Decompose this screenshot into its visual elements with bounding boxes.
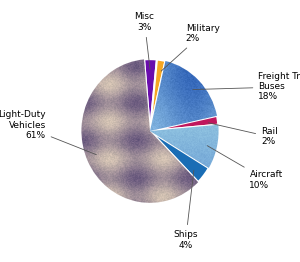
Text: Rail
2%: Rail 2% <box>208 123 278 146</box>
Wedge shape <box>81 59 198 203</box>
Text: Ships
4%: Ships 4% <box>173 170 198 250</box>
Text: Aircraft
10%: Aircraft 10% <box>207 146 283 190</box>
Wedge shape <box>150 131 209 182</box>
Wedge shape <box>150 116 218 131</box>
Text: Light-Duty
Vehicles
61%: Light-Duty Vehicles 61% <box>0 110 96 155</box>
Text: Misc
3%: Misc 3% <box>134 12 154 69</box>
Text: Freight Trucks and
Buses
18%: Freight Trucks and Buses 18% <box>193 72 300 101</box>
Text: Military
2%: Military 2% <box>161 24 220 71</box>
Wedge shape <box>150 125 219 168</box>
Wedge shape <box>150 61 217 131</box>
Wedge shape <box>144 59 157 131</box>
Wedge shape <box>150 59 165 131</box>
